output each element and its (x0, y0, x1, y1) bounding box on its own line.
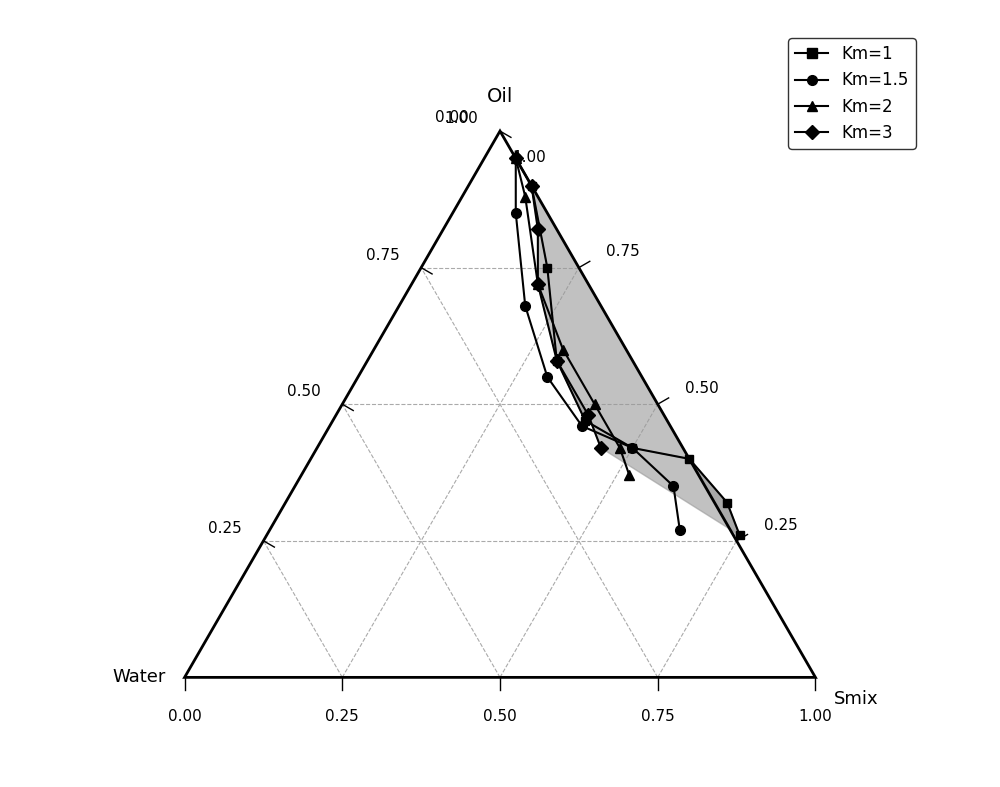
Km=1 (526, 181, 538, 190)
Km=2 (589, 400, 601, 409)
Km=2 (519, 192, 531, 201)
Text: 0.25: 0.25 (208, 521, 242, 536)
Km=2 (510, 153, 522, 163)
Km=2 (557, 345, 569, 354)
Km=1 (579, 416, 591, 425)
Km=1 (626, 443, 638, 453)
Km=1.5 (626, 443, 638, 453)
Km=3 (582, 411, 594, 420)
Km=1.5 (510, 153, 522, 163)
Text: 0.00: 0.00 (168, 709, 201, 724)
Text: Oil: Oil (487, 87, 513, 105)
Km=1.5 (519, 301, 531, 311)
Text: Smix: Smix (834, 690, 879, 708)
Km=2 (532, 279, 544, 289)
Text: 0.25: 0.25 (325, 709, 359, 724)
Polygon shape (500, 131, 740, 535)
Km=2 (614, 443, 626, 453)
Km=3 (526, 181, 538, 190)
Text: Water: Water (112, 668, 166, 686)
Km=3 (532, 279, 544, 289)
Line: Km=1.5: Km=1.5 (511, 153, 685, 534)
Km=3 (532, 224, 544, 234)
Km=1 (683, 454, 695, 464)
Line: Km=1: Km=1 (527, 182, 744, 540)
Km=1.5 (674, 525, 686, 534)
Km=1 (721, 498, 733, 508)
Text: 0.50: 0.50 (685, 381, 719, 396)
Polygon shape (500, 131, 740, 535)
Text: 0.75: 0.75 (641, 709, 675, 724)
Text: 1.00: 1.00 (444, 111, 478, 126)
Text: 1.00: 1.00 (799, 709, 832, 724)
Line: Km=2: Km=2 (511, 153, 634, 480)
Text: 0.50: 0.50 (287, 384, 320, 399)
Km=1 (734, 530, 746, 540)
Text: 1.00: 1.00 (513, 150, 546, 165)
Km=2 (623, 471, 635, 480)
Text: 0.75: 0.75 (366, 248, 399, 263)
Km=1.5 (667, 482, 679, 491)
Line: Km=3: Km=3 (511, 153, 606, 453)
Km=1 (541, 263, 553, 272)
Km=3 (551, 356, 563, 365)
Km=3 (595, 443, 607, 453)
Text: 0.75: 0.75 (606, 245, 640, 260)
Legend: Km=1, Km=1.5, Km=2, Km=3: Km=1, Km=1.5, Km=2, Km=3 (788, 39, 916, 149)
Text: 0.50: 0.50 (483, 709, 517, 724)
Km=3 (510, 153, 522, 163)
Km=1 (551, 356, 563, 365)
Text: 0.25: 0.25 (764, 518, 798, 533)
Km=1.5 (576, 421, 588, 430)
Km=1.5 (541, 372, 553, 382)
Km=1.5 (510, 209, 522, 218)
Text: 0.00: 0.00 (435, 109, 468, 125)
